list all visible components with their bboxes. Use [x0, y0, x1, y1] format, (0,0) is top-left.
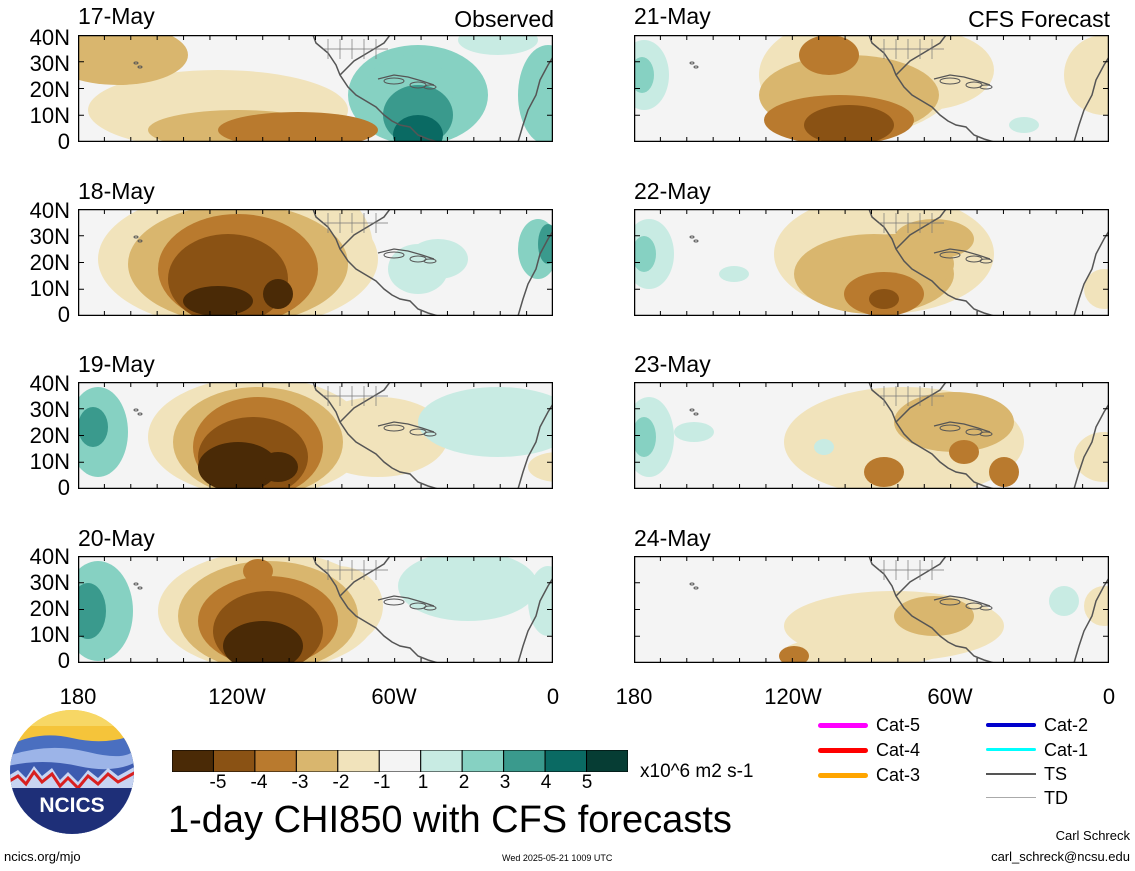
- colorbar-tick: 1: [417, 772, 429, 793]
- lat-label: 20N: [29, 77, 70, 102]
- lon-label: 0: [546, 684, 560, 709]
- colorbar-tick: 3: [499, 772, 511, 793]
- lat-label: 40N: [29, 198, 70, 223]
- lon-label: 120W: [764, 684, 822, 709]
- panel-date-left-1: 17-May: [78, 3, 155, 29]
- figure-title: 1-day CHI850 with CFS forecasts: [168, 799, 732, 841]
- map-panel-20-may: [78, 556, 553, 663]
- legend-label-td: TD: [1044, 788, 1068, 808]
- observed-header: Observed: [454, 6, 554, 32]
- lon-label: 180: [615, 684, 653, 709]
- colorbar-tick: 2: [458, 772, 470, 793]
- colorbar-tick: -5: [209, 772, 227, 793]
- panel-date-right-3: 23-May: [634, 351, 711, 377]
- legend-swatch-cat3: [818, 773, 868, 778]
- colorbar-tick: 4: [540, 772, 552, 793]
- panel-date-left-2: 18-May: [78, 178, 155, 204]
- map-panel-17-may: [78, 35, 553, 142]
- map-panel-23-may: [634, 382, 1109, 489]
- colorbar-tick: -1: [373, 772, 391, 793]
- lon-label: 120W: [208, 684, 266, 709]
- lat-label: 30N: [29, 570, 70, 595]
- lat-label: 10N: [29, 103, 70, 128]
- legend-swatch-cat5: [818, 723, 868, 728]
- panel-date-right-1: 21-May: [634, 3, 711, 29]
- lon-label: 180: [59, 684, 97, 709]
- lat-label: 40N: [29, 371, 70, 396]
- lat-label: 30N: [29, 224, 70, 249]
- panel-date-left-4: 20-May: [78, 525, 155, 551]
- lat-label: 0: [57, 129, 70, 154]
- forecast-header: CFS Forecast: [968, 6, 1110, 32]
- lat-label: 30N: [29, 51, 70, 76]
- map-panel-24-may: [634, 556, 1109, 663]
- lon-label: 60W: [371, 684, 417, 709]
- legend-swatch-cat2: [986, 723, 1036, 727]
- legend-label-cat3: Cat-3: [876, 765, 921, 785]
- lat-label: 20N: [29, 596, 70, 621]
- colorbar: [172, 750, 628, 772]
- lon-label: 0: [1102, 684, 1116, 709]
- map-panel-22-may: [634, 209, 1109, 316]
- legend-label-cat5: Cat-5: [876, 715, 921, 735]
- lat-label: 10N: [29, 622, 70, 647]
- lat-label: 40N: [29, 544, 70, 569]
- panel-date-left-3: 19-May: [78, 351, 155, 377]
- legend-label-cat4: Cat-4: [876, 740, 921, 760]
- map-panel-21-may: [634, 35, 1109, 142]
- footer-timestamp: Wed 2025-05-21 1009 UTC: [502, 853, 613, 863]
- logo-text: NCICS: [39, 794, 104, 817]
- lat-label: 30N: [29, 397, 70, 422]
- map-panel-18-may: [78, 209, 553, 316]
- colorbar-tick: -3: [291, 772, 309, 793]
- colorbar-tick: -4: [250, 772, 268, 793]
- lat-label: 0: [57, 648, 70, 673]
- colorbar-units: x10^6 m2 s-1: [640, 761, 754, 782]
- panel-date-right-2: 22-May: [634, 178, 711, 204]
- lat-label: 0: [57, 475, 70, 500]
- lat-label: 10N: [29, 449, 70, 474]
- legend-swatch-cat4: [818, 748, 868, 753]
- footer-author: Carl Schreck: [1055, 828, 1130, 843]
- lat-label: 0: [57, 302, 70, 327]
- lat-label: 10N: [29, 276, 70, 301]
- footer-email[interactable]: carl_schreck@ncsu.edu: [991, 849, 1130, 864]
- footer-url[interactable]: ncics.org/mjo: [4, 849, 81, 864]
- legend-label-ts: TS: [1044, 764, 1068, 784]
- legend-swatch-td: [986, 797, 1036, 798]
- legend-swatch-cat1: [986, 748, 1036, 751]
- lat-label: 20N: [29, 423, 70, 448]
- lat-label: 40N: [29, 25, 70, 50]
- colorbar-tick: 5: [581, 772, 593, 793]
- colorbar-tick: -2: [332, 772, 350, 793]
- legend-swatch-ts: [986, 773, 1036, 775]
- ncics-logo: NCICS: [9, 709, 135, 835]
- map-panel-19-may: [78, 382, 553, 489]
- lat-label: 20N: [29, 250, 70, 275]
- panel-date-right-4: 24-May: [634, 525, 711, 551]
- legend-label-cat2: Cat-2: [1044, 715, 1089, 735]
- legend-label-cat1: Cat-1: [1044, 740, 1089, 760]
- lon-label: 60W: [927, 684, 973, 709]
